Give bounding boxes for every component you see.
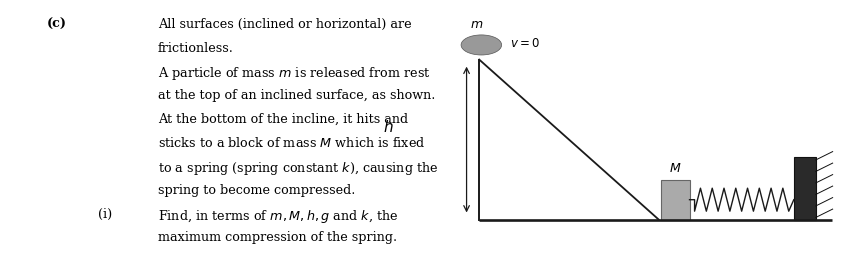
Text: $h$: $h$ xyxy=(383,119,393,135)
Text: All surfaces (inclined or horizontal) are: All surfaces (inclined or horizontal) ar… xyxy=(158,18,411,31)
Text: frictionless.: frictionless. xyxy=(158,41,233,54)
Bar xyxy=(793,157,815,220)
Text: at the top of an inclined surface, as shown.: at the top of an inclined surface, as sh… xyxy=(158,89,435,102)
Text: to a spring (spring constant $k$), causing the: to a spring (spring constant $k$), causi… xyxy=(158,160,438,177)
Text: $v = 0$: $v = 0$ xyxy=(509,37,539,50)
Text: $M$: $M$ xyxy=(668,161,681,174)
Text: At the bottom of the incline, it hits and: At the bottom of the incline, it hits an… xyxy=(158,112,407,125)
Text: Find, in terms of $m, M, h, g$ and $k$, the: Find, in terms of $m, M, h, g$ and $k$, … xyxy=(158,207,398,224)
Text: $m$: $m$ xyxy=(470,18,483,30)
Text: A particle of mass $m$ is released from rest: A particle of mass $m$ is released from … xyxy=(158,65,430,82)
Circle shape xyxy=(461,36,501,56)
Text: (i): (i) xyxy=(98,207,112,220)
Bar xyxy=(660,180,688,220)
Text: spring to become compressed.: spring to become compressed. xyxy=(158,183,354,196)
Text: sticks to a block of mass $M$ which is fixed: sticks to a block of mass $M$ which is f… xyxy=(158,136,424,150)
Text: maximum compression of the spring.: maximum compression of the spring. xyxy=(158,230,396,243)
Text: (c): (c) xyxy=(47,18,66,31)
